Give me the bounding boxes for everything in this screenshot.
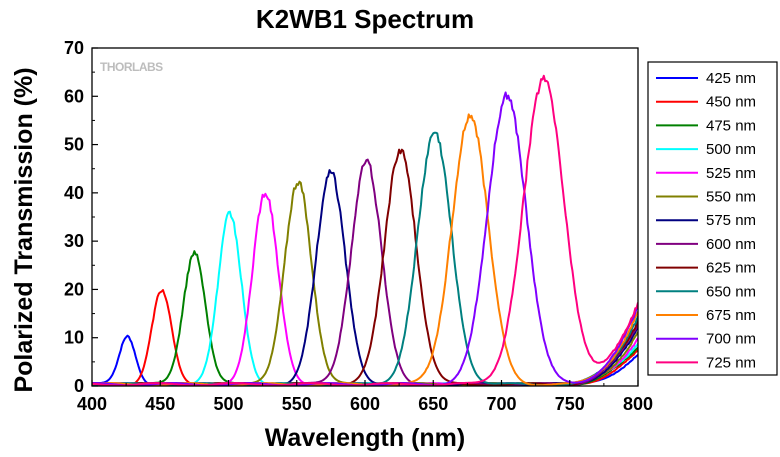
legend-label: 625 nm xyxy=(706,260,756,277)
legend-label: 700 nm xyxy=(706,331,756,348)
legend-label: 725 nm xyxy=(706,354,756,371)
legend-label: 675 nm xyxy=(706,307,756,324)
series-line-575-nm xyxy=(92,169,638,386)
legend-label: 550 nm xyxy=(706,189,756,206)
x-tick-label: 400 xyxy=(77,394,107,414)
x-tick-label: 650 xyxy=(418,394,448,414)
legend-label: 600 nm xyxy=(706,236,756,253)
y-tick-label: 0 xyxy=(74,376,84,396)
x-tick-label: 550 xyxy=(282,394,312,414)
legend-label: 650 nm xyxy=(706,283,756,300)
x-tick-label: 700 xyxy=(486,394,516,414)
legend: 425 nm 450 nm 475 nm 500 nm 525 nm 550 nm 575 … xyxy=(647,61,778,376)
legend-label: 575 nm xyxy=(706,212,756,229)
x-tick-label: 750 xyxy=(555,394,585,414)
legend-label: 500 nm xyxy=(706,141,756,158)
watermark-text: THORLABS xyxy=(100,60,163,74)
x-axis-title: Wavelength (nm) xyxy=(265,424,465,452)
y-tick-label: 20 xyxy=(64,279,84,299)
thorlabs-logo: THORLABS xyxy=(100,60,164,74)
y-tick-label: 50 xyxy=(64,135,84,155)
y-tick-label: 40 xyxy=(64,183,84,203)
series-line-550-nm xyxy=(92,180,638,386)
legend-label: 425 nm xyxy=(706,70,756,87)
series-line-625-nm xyxy=(92,148,638,386)
series-line-600-nm xyxy=(92,158,638,386)
series-layer xyxy=(92,74,638,386)
legend-label: 525 nm xyxy=(706,165,756,182)
x-tick-label: 600 xyxy=(350,394,380,414)
legend-label: 475 nm xyxy=(706,117,756,134)
plot-area: 400 450 500 550 600 650 700 750 800 0 10 20 30 40 50 60… xyxy=(64,38,653,414)
x-tick-label: 450 xyxy=(145,394,175,414)
y-axis-title: Polarized Transmission (%) xyxy=(10,67,38,392)
series-line-525-nm xyxy=(92,192,638,386)
y-tick-label: 60 xyxy=(64,86,84,106)
legend-frame xyxy=(647,61,778,376)
x-tick-label: 500 xyxy=(213,394,243,414)
chart-title: K2WB1 Spectrum xyxy=(256,4,474,34)
x-tick-label: 800 xyxy=(623,394,653,414)
y-tick-label: 10 xyxy=(64,328,84,348)
legend-label: 450 nm xyxy=(706,94,756,111)
series-line-650-nm xyxy=(92,131,638,386)
y-tick-label: 70 xyxy=(64,38,84,58)
y-tick-label: 30 xyxy=(64,231,84,251)
axis-ticks: 400 450 500 550 600 650 700 750 800 0 10 20 30 40 50 60… xyxy=(64,38,653,414)
